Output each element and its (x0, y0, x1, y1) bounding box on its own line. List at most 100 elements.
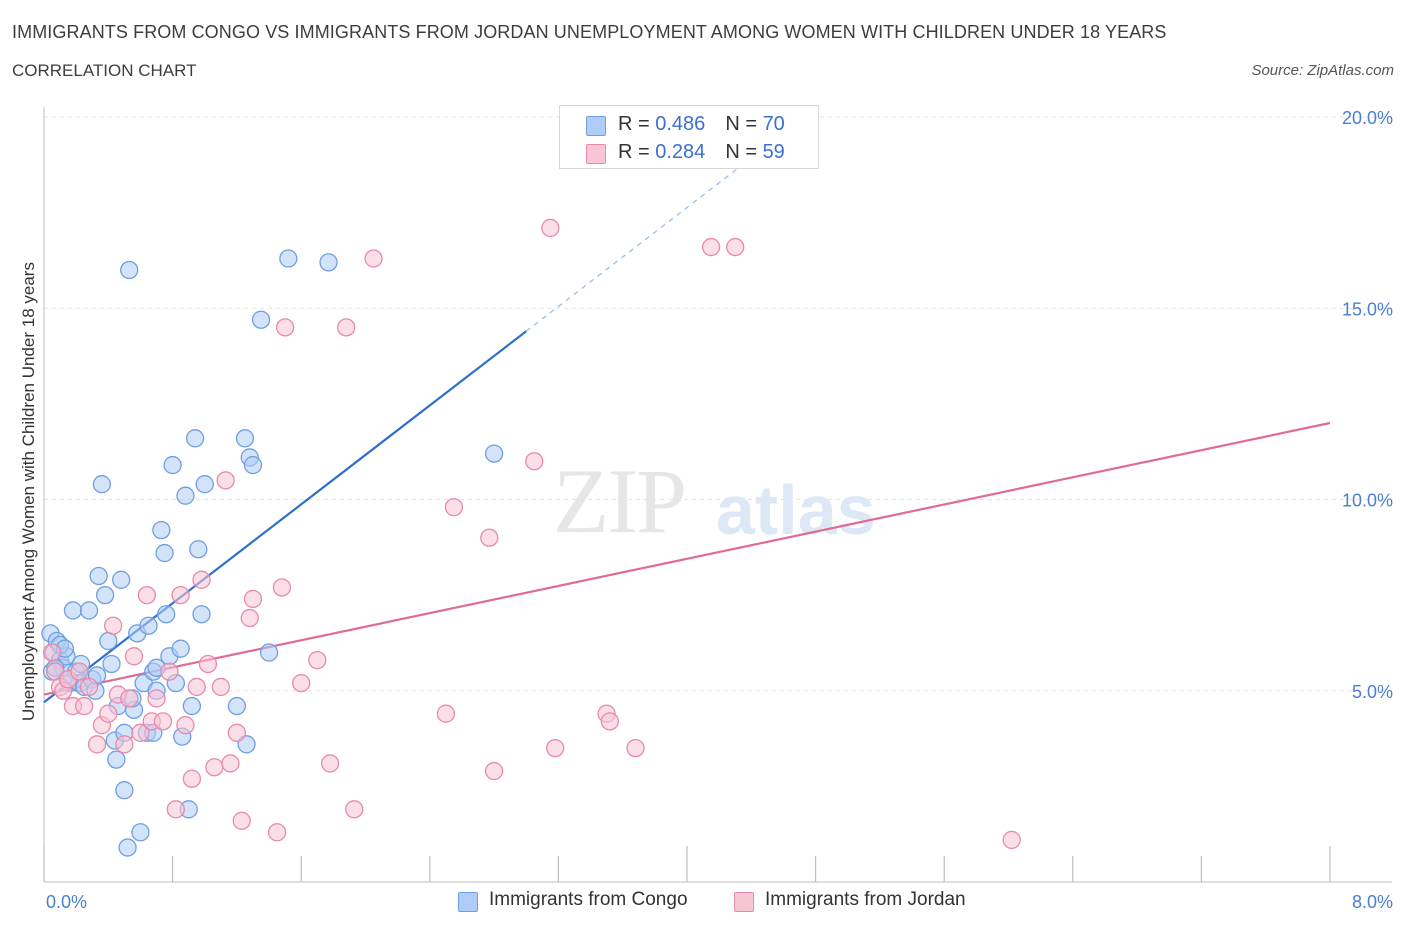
point-congo (182, 696, 202, 716)
point-congo (79, 601, 99, 620)
point-congo (163, 455, 182, 475)
y-axis-title: Unemployment Among Women with Children U… (19, 262, 38, 721)
point-congo (120, 260, 139, 280)
legend-stats-jordan: R = 0.284 N = 59 (618, 141, 785, 164)
point-congo (92, 475, 112, 494)
point-jordan (99, 704, 118, 723)
grid (44, 116, 1392, 692)
point-congo (157, 605, 176, 624)
y-tick-label: 10.0% (1342, 491, 1393, 511)
source-label: Source: ZipAtlas.com (1251, 62, 1394, 79)
trend-lines (43, 138, 1331, 704)
y-tick-label: 20.0% (1342, 108, 1393, 128)
point-jordan (480, 528, 499, 547)
point-congo (99, 631, 118, 651)
point-jordan (124, 647, 144, 666)
point-congo (112, 570, 131, 589)
point-jordan (1002, 830, 1021, 850)
point-jordan (42, 643, 62, 662)
point-jordan (337, 318, 356, 337)
point-jordan (484, 761, 504, 781)
point-congo (279, 249, 298, 268)
axis-labels: 5.0% 10.0% 15.0% 20.0% 0.0% 8.0% Unemployment … (19, 108, 1393, 912)
point-jordan (232, 811, 251, 830)
point-jordan (187, 677, 206, 697)
point-congo (107, 750, 126, 769)
point-jordan (131, 723, 150, 742)
point-jordan (120, 689, 139, 708)
bottom-legend-label-jordan: Immigrants from Jordan (765, 889, 966, 910)
point-congo (171, 639, 190, 658)
legend-n-label: N = (725, 141, 763, 163)
point-jordan (192, 570, 211, 589)
point-jordan (171, 585, 190, 605)
bottom-legend-label-congo: Immigrants from Congo (489, 889, 688, 910)
point-jordan (275, 318, 295, 337)
point-congo (176, 486, 195, 505)
point-congo (259, 643, 279, 662)
point-congo (95, 585, 115, 605)
point-jordan (198, 654, 218, 674)
point-jordan (153, 712, 173, 731)
legend-swatch-jordan (586, 144, 606, 164)
point-jordan (87, 735, 107, 754)
point-congo (189, 540, 208, 559)
point-congo (319, 253, 338, 272)
point-jordan (345, 800, 364, 819)
point-jordan (541, 218, 560, 238)
trend-line-jordan (43, 421, 1331, 696)
y-tick-label: 15.0% (1342, 299, 1393, 319)
point-jordan (205, 758, 224, 777)
point-jordan (701, 237, 721, 257)
legend-r-label: R = (618, 141, 656, 163)
data-points (41, 218, 1021, 857)
point-jordan (267, 823, 287, 842)
x-tick-label: 8.0% (1352, 892, 1393, 912)
stats-legend: R = 0.486 N = 70 R = 0.284 N = 59 (559, 105, 819, 169)
watermark-zip: ZIP (553, 450, 687, 552)
point-congo (251, 310, 271, 329)
point-jordan (227, 723, 247, 742)
point-jordan (176, 716, 195, 735)
point-jordan (240, 608, 259, 628)
point-congo (63, 601, 83, 620)
point-jordan (147, 689, 166, 708)
point-jordan (211, 677, 230, 697)
point-jordan (115, 735, 134, 754)
legend-n-label: N = (725, 113, 763, 135)
chart-subtitle: CORRELATION CHART (12, 61, 197, 80)
axes (43, 107, 1392, 883)
point-congo (235, 429, 255, 448)
point-congo (102, 654, 121, 674)
y-tick-label: 5.0% (1352, 682, 1393, 702)
point-congo (484, 444, 504, 463)
point-jordan (79, 677, 99, 697)
point-jordan (525, 452, 544, 471)
point-jordan (272, 578, 292, 597)
point-jordan (137, 585, 157, 605)
legend-r-label: R = (618, 113, 656, 135)
legend-n-value: 59 (762, 141, 785, 163)
point-congo (227, 696, 247, 716)
point-jordan (546, 738, 565, 758)
point-jordan (160, 662, 179, 681)
point-congo (89, 566, 108, 586)
point-congo (152, 520, 171, 540)
point-jordan (320, 754, 340, 773)
point-congo (243, 455, 263, 475)
legend-swatch-congo (586, 116, 606, 136)
point-congo (195, 475, 214, 494)
point-jordan (444, 497, 464, 517)
point-jordan (103, 616, 123, 635)
point-jordan (70, 662, 89, 681)
x-tick-label: 0.0% (46, 892, 87, 912)
point-congo (131, 823, 150, 842)
point-jordan (216, 471, 235, 490)
point-jordan (600, 712, 619, 731)
point-jordan (364, 249, 383, 268)
point-jordan (166, 800, 185, 819)
legend-stats-congo: R = 0.486 N = 70 (618, 113, 785, 136)
point-jordan (75, 696, 94, 716)
point-congo (155, 543, 174, 563)
